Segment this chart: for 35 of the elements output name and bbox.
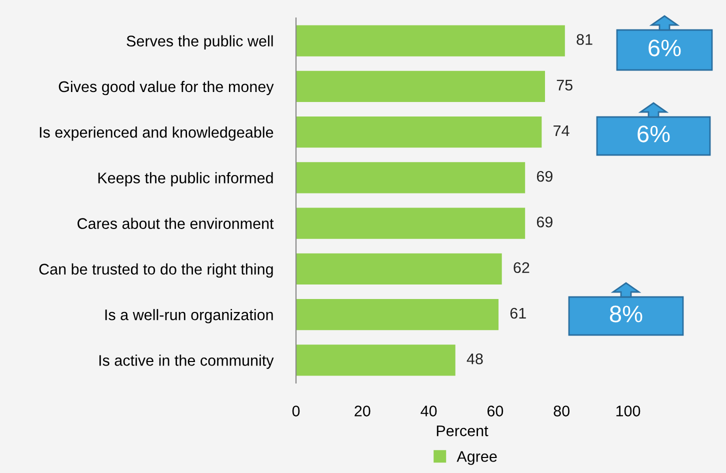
data-label: 69 <box>536 170 552 182</box>
x-tick-label: 0 <box>292 406 300 416</box>
data-label: 74 <box>554 126 570 136</box>
x-tick-label: 40 <box>420 406 437 416</box>
x-axis-title: Percent <box>436 426 488 436</box>
annotation: 8% <box>610 306 642 322</box>
data-label: 69 <box>536 216 552 228</box>
bar <box>296 344 456 376</box>
bar <box>296 208 526 239</box>
y-tick-label: Keeps the public informed <box>98 172 273 186</box>
bar <box>296 25 565 56</box>
bar <box>296 162 526 194</box>
data-label: 62 <box>514 262 530 274</box>
y-tick-label: Serves the public well <box>126 35 273 50</box>
text: 6% <box>638 126 670 142</box>
bar <box>296 253 502 284</box>
bar <box>296 70 545 102</box>
x-tick-label: 60 <box>487 406 504 416</box>
y-tick-label: Can be trusted to do the right thing <box>39 263 273 278</box>
legend-label: Agree <box>456 451 497 465</box>
y-tick-label: Is a well-run organization <box>105 309 273 324</box>
bar <box>296 116 542 148</box>
text: 6% <box>648 40 681 56</box>
y-tick-label: Is active in the community <box>99 354 274 369</box>
data-label: 61 <box>510 308 526 319</box>
bar <box>296 299 499 330</box>
data-label: 81 <box>576 34 592 45</box>
data-label: 75 <box>556 80 572 91</box>
data-label: 48 <box>466 353 483 364</box>
y-tick-label: Cares about the environment <box>78 218 274 229</box>
y-tick-label: Gives good value for the money <box>58 80 274 96</box>
x-tick-label: 80 <box>554 406 570 416</box>
x-tick-label: 20 <box>354 406 370 416</box>
y-tick-label: Is experienced and knowledgeable <box>40 126 274 141</box>
x-tick-label: 100 <box>616 406 640 416</box>
